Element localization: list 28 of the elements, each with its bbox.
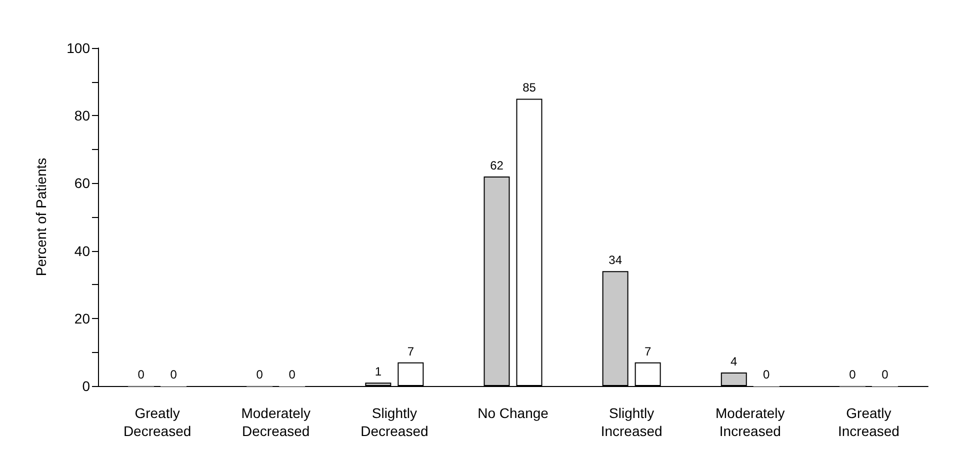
y-axis-title: Percent of Patients [33,158,49,276]
data-label: 62 [490,158,504,172]
data-label: 0 [763,368,770,382]
data-label: 7 [644,344,652,358]
y-tick-label: 80 [74,108,90,124]
data-label: 0 [849,368,856,382]
x-tick-label: Slightly Decreased [360,405,428,439]
x-tick-label: Greatly Decreased [123,405,192,439]
data-label: 0 [170,368,178,382]
y-tick-label: 40 [74,242,90,259]
data-label: 7 [407,344,414,358]
y-tick-label: 20 [74,310,90,326]
x-tick-label: Slightly Increased [600,405,662,439]
y-tick-label: 0 [82,378,90,394]
data-label: 0 [288,368,296,382]
data-label: 0 [138,368,145,382]
data-label: 1 [374,364,382,379]
y-tick-label: 60 [74,175,90,192]
data-label: 85 [522,80,536,95]
data-label: 0 [256,368,264,382]
y-tick-label: 100 [66,40,90,56]
data-label: 0 [882,368,889,382]
x-tick-label: Moderately Decreased [241,405,310,439]
x-tick-label: Moderately Increased [716,405,785,439]
x-tick-label: Greatly Increased [838,405,900,439]
data-label: 4 [730,354,738,368]
data-label: 34 [608,253,622,268]
x-tick-label: No Change [478,405,549,421]
